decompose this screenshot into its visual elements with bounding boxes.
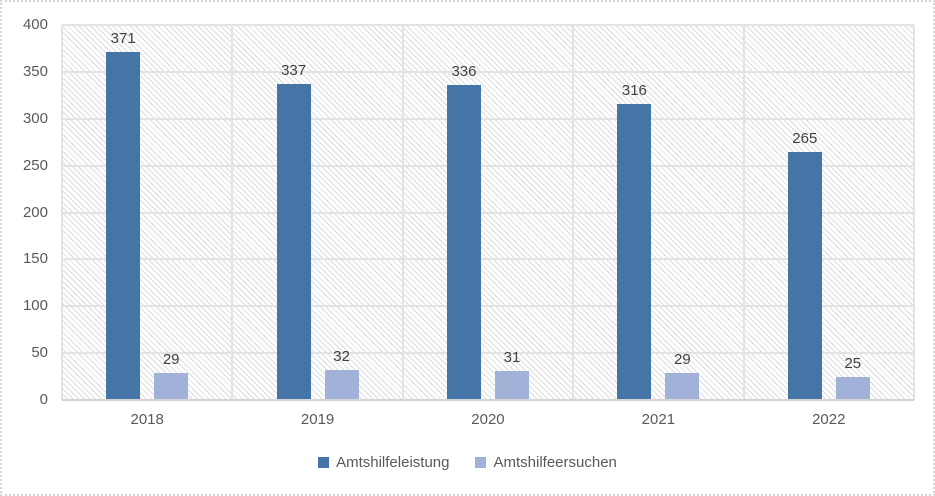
y-tick-label: 100 bbox=[22, 297, 48, 315]
vertical-gridline bbox=[913, 25, 915, 400]
y-tick-label: 300 bbox=[22, 109, 48, 127]
bar-amtshilfeleistung: 316 bbox=[617, 82, 652, 400]
vertical-gridline bbox=[401, 25, 404, 400]
bar-group: 337 32 bbox=[232, 25, 402, 400]
x-axis-label: 2021 bbox=[641, 411, 676, 428]
bar-value-label: 29 bbox=[674, 350, 691, 368]
horizontal-gridline bbox=[62, 305, 914, 308]
horizontal-gridline bbox=[62, 352, 914, 355]
legend: Amtshilfeleistung Amtshilfeersuchen bbox=[2, 454, 933, 471]
bar-group: 336 31 bbox=[403, 25, 573, 400]
bar-amtshilfeleistung: 265 bbox=[787, 130, 822, 400]
legend-label-amtshilfeersuchen: Amtshilfeersuchen bbox=[493, 454, 617, 471]
bar-group: 316 29 bbox=[573, 25, 743, 400]
y-tick-label: 0 bbox=[39, 391, 48, 408]
bar-amtshilfeleistung: 336 bbox=[446, 63, 481, 400]
bar-value-label: 32 bbox=[333, 348, 350, 365]
bar-value-label: 265 bbox=[792, 129, 818, 147]
horizontal-gridline bbox=[62, 164, 914, 167]
y-tick-label: 350 bbox=[22, 62, 48, 80]
x-axis-label: 2018 bbox=[130, 411, 164, 428]
bar-group: 371 29 bbox=[62, 25, 232, 400]
horizontal-gridline bbox=[62, 117, 914, 120]
y-tick-label: 400 bbox=[22, 16, 48, 33]
bar-value-label: 337 bbox=[281, 62, 307, 80]
bar-amtshilfeersuchen: 32 bbox=[324, 348, 359, 400]
y-tick-label: 250 bbox=[22, 156, 48, 174]
vertical-gridline bbox=[231, 25, 234, 400]
x-axis-label: 2020 bbox=[471, 411, 505, 428]
x-axis-label: 2022 bbox=[812, 411, 846, 428]
x-axis-tick-labels: 2018 2019 2020 2021 2022 bbox=[62, 411, 914, 428]
vertical-gridline bbox=[572, 25, 575, 400]
legend-item-amtshilfeersuchen: Amtshilfeersuchen bbox=[475, 454, 617, 471]
bar-value-label: 25 bbox=[844, 354, 862, 372]
bar-value-label: 316 bbox=[621, 81, 647, 99]
horizontal-gridline bbox=[62, 211, 914, 214]
vertical-gridline bbox=[742, 25, 745, 400]
bar-value-label: 29 bbox=[162, 350, 180, 368]
x-axis-line bbox=[62, 399, 914, 401]
legend-item-amtshilfeleistung: Amtshilfeleistung bbox=[318, 454, 449, 471]
bar-value-label: 336 bbox=[451, 63, 477, 80]
bar-value-label: 31 bbox=[503, 348, 521, 366]
bar-amtshilfeleistung: 337 bbox=[276, 62, 311, 400]
bar-amtshilfeersuchen: 29 bbox=[665, 351, 700, 400]
bar-amtshilfeersuchen: 29 bbox=[154, 351, 189, 400]
vertical-gridline bbox=[61, 25, 63, 400]
y-tick-label: 50 bbox=[31, 344, 48, 362]
x-axis-label: 2019 bbox=[300, 411, 335, 428]
legend-swatch-amtshilfeersuchen bbox=[475, 457, 487, 468]
legend-label-amtshilfeleistung: Amtshilfeleistung bbox=[336, 454, 450, 471]
plot-area: 371 29 337 32 336 31 316 29 265 25 bbox=[61, 24, 915, 401]
horizontal-gridline bbox=[62, 258, 914, 261]
horizontal-gridline bbox=[62, 24, 914, 26]
bar-amtshilfeersuchen: 25 bbox=[835, 355, 870, 400]
bar-group: 265 25 bbox=[744, 25, 914, 400]
bar-amtshilfeleistung: 371 bbox=[106, 30, 141, 400]
bar-amtshilfeersuchen: 31 bbox=[494, 349, 529, 400]
horizontal-gridline bbox=[62, 70, 914, 73]
bars-layer: 371 29 337 32 336 31 316 29 265 25 bbox=[62, 25, 914, 400]
y-tick-label: 200 bbox=[22, 203, 48, 221]
y-tick-label: 150 bbox=[22, 250, 48, 268]
bar-value-label: 371 bbox=[110, 30, 136, 48]
legend-swatch-amtshilfeleistung bbox=[318, 457, 330, 468]
